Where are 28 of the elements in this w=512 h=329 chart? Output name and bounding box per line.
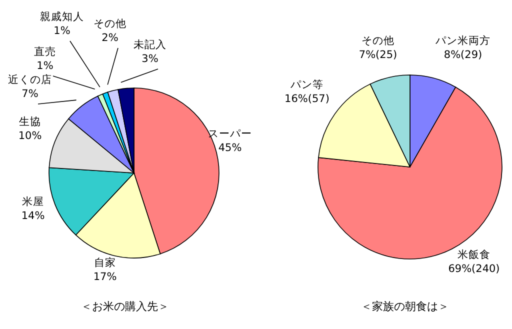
- slice-label: 親戚知人: [40, 10, 84, 23]
- slice-label: パン等: [290, 79, 324, 91]
- data-label: 14%: [21, 210, 45, 222]
- data-label: 7%: [22, 88, 38, 100]
- data-label: 2%: [102, 32, 118, 44]
- data-label: 7%(25): [358, 49, 398, 61]
- data-label: 17%: [93, 271, 117, 283]
- slice-label: その他: [94, 18, 126, 30]
- slice-label: 近くの店: [8, 73, 52, 86]
- data-label: 3%: [142, 53, 158, 65]
- slice-label: 米飯食: [458, 248, 490, 261]
- text: ＜お米の購入先＞: [80, 299, 170, 314]
- slice-label: 未記入: [134, 38, 166, 51]
- slice-label: パン米両方: [434, 34, 490, 47]
- data-label: 10%: [18, 130, 42, 142]
- slice-label: その他: [362, 35, 394, 47]
- slice-label: 自家: [94, 256, 116, 269]
- data-label: 1%: [36, 60, 54, 72]
- data-label: 45%: [218, 142, 242, 154]
- data-label: 1%: [54, 25, 70, 37]
- text: ＜家族の朝食は＞: [360, 299, 450, 314]
- slice-label: 直売: [34, 45, 56, 58]
- data-label: 16%(57): [284, 93, 330, 105]
- data-label: 8%(29): [444, 49, 482, 61]
- data-label: 69%(240): [448, 263, 500, 275]
- slice-label: 生協: [19, 115, 41, 128]
- slice-label: スーパー: [208, 128, 252, 140]
- slice-label: 米屋: [22, 195, 44, 208]
